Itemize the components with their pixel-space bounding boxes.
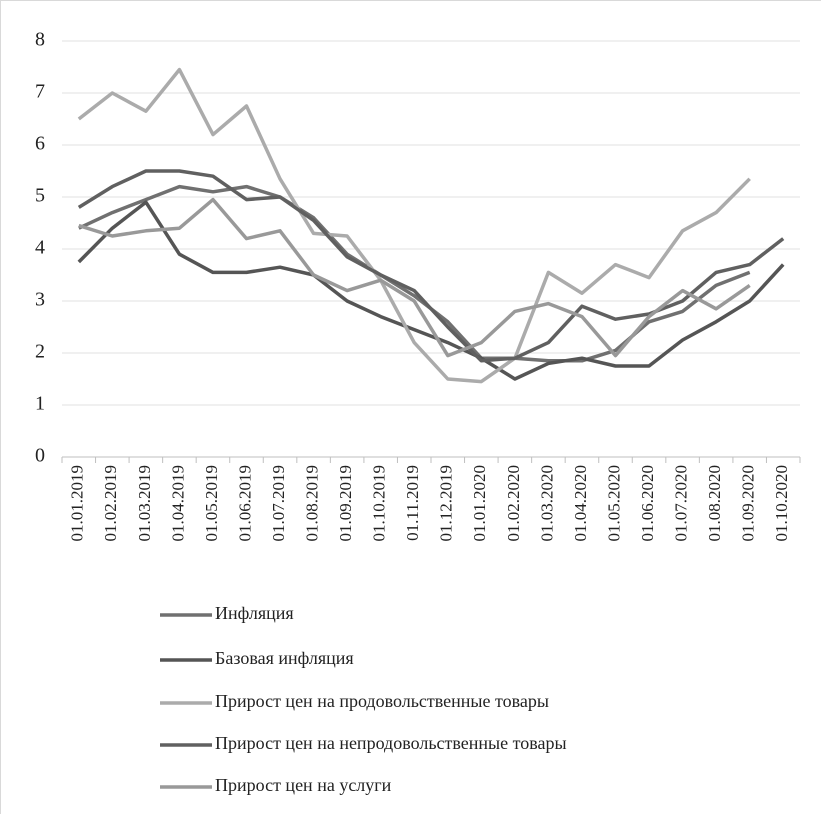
x-tick-label: 01.04.2020 xyxy=(571,465,590,542)
x-tick-label: 01.01.2020 xyxy=(470,465,489,542)
x-tick-label: 01.08.2019 xyxy=(302,465,321,542)
y-tick-label: 6 xyxy=(35,133,45,155)
y-tick-label: 5 xyxy=(35,185,45,207)
series-line xyxy=(78,197,751,358)
y-tick-label: 4 xyxy=(35,237,45,259)
x-tick-label: 01.12.2019 xyxy=(437,465,456,542)
x-tick-label: 01.06.2019 xyxy=(235,465,254,542)
x-tick-label: 01.08.2020 xyxy=(705,465,724,542)
x-tick-label: 01.05.2020 xyxy=(604,465,623,542)
x-tick-label: 01.04.2019 xyxy=(168,465,187,542)
x-tick-label: 01.10.2020 xyxy=(772,465,791,542)
x-tick-label: 01.03.2019 xyxy=(135,465,154,542)
legend-label: Инфляция xyxy=(215,603,294,623)
x-tick-label: 01.01.2019 xyxy=(68,465,87,542)
y-tick-label: 8 xyxy=(35,29,45,51)
legend-label: Прирост цен на непродовольственные товар… xyxy=(215,733,567,753)
y-tick-label: 7 xyxy=(35,81,45,103)
x-tick-label: 01.10.2019 xyxy=(370,465,389,542)
x-tick-label: 01.02.2020 xyxy=(504,465,523,542)
series-line xyxy=(77,67,751,384)
x-tick-label: 01.05.2019 xyxy=(202,465,221,542)
x-tick-label: 01.03.2020 xyxy=(537,465,556,542)
x-tick-label: 01.09.2019 xyxy=(336,465,355,542)
y-tick-label: 2 xyxy=(35,341,45,363)
y-tick-label: 1 xyxy=(35,393,45,415)
y-tick-label: 0 xyxy=(35,445,45,467)
legend-label: Базовая инфляция xyxy=(215,648,354,668)
y-tick-label: 3 xyxy=(35,289,45,311)
series-line xyxy=(77,200,785,381)
legend-label: Прирост цен на услуги xyxy=(215,775,392,795)
series-line xyxy=(77,169,785,363)
series-line xyxy=(78,184,751,363)
x-tick-label: 01.06.2020 xyxy=(638,465,657,542)
x-tick-label: 01.09.2020 xyxy=(739,465,758,542)
x-tick-label: 01.02.2019 xyxy=(101,465,120,542)
x-tick-label: 01.11.2019 xyxy=(403,465,422,541)
x-tick-label: 01.07.2020 xyxy=(671,465,690,542)
x-tick-label: 01.07.2019 xyxy=(269,465,288,542)
legend-label: Прирост цен на продовольственные товары xyxy=(215,691,549,711)
